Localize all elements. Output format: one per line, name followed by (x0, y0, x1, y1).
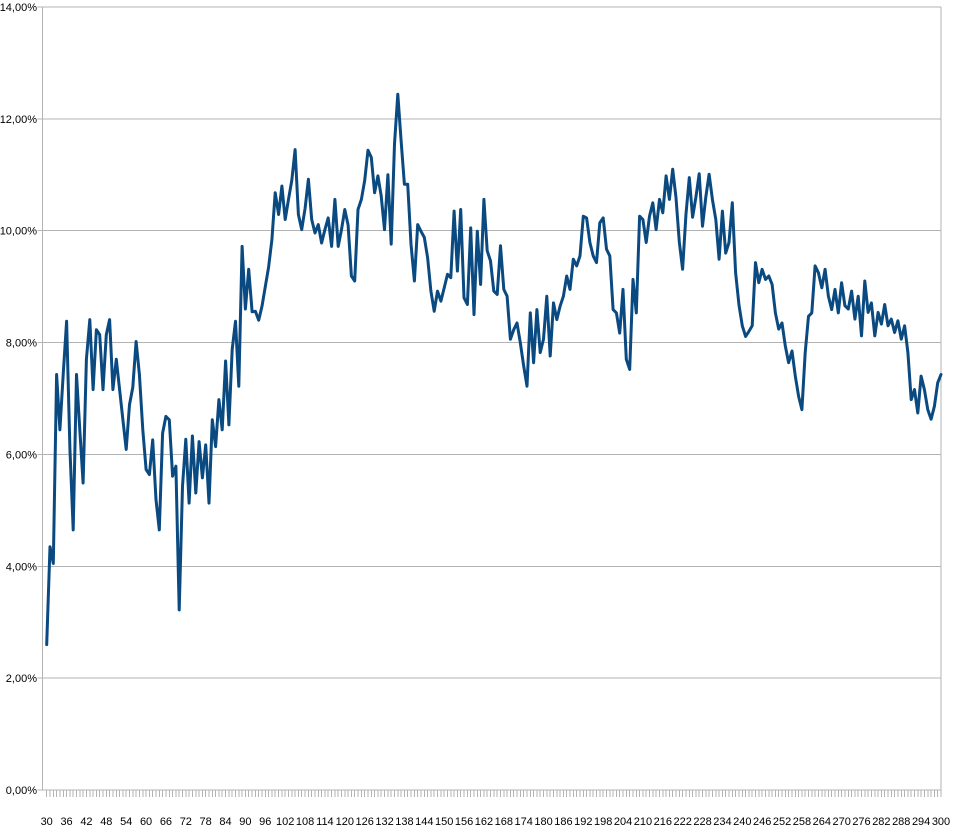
x-tick-label: 108 (296, 816, 314, 828)
y-tick-label: 0,00% (6, 785, 37, 797)
y-tick-label: 8,00% (6, 338, 37, 350)
x-tick-label: 36 (60, 816, 72, 828)
x-tick-label: 90 (239, 816, 251, 828)
x-tick-label: 72 (180, 816, 192, 828)
x-tick-label: 246 (753, 816, 771, 828)
x-tick-label: 132 (375, 816, 393, 828)
x-tick-label: 78 (200, 816, 212, 828)
y-tick-label: 12,00% (0, 114, 37, 126)
y-tick-label: 4,00% (6, 561, 37, 573)
x-tick-label: 156 (455, 816, 473, 828)
y-tick-label: 10,00% (0, 226, 37, 238)
x-tick-label: 30 (41, 816, 53, 828)
x-tick-label: 210 (634, 816, 652, 828)
x-tick-label: 288 (892, 816, 910, 828)
x-tick-label: 276 (852, 816, 870, 828)
x-tick-label: 198 (594, 816, 612, 828)
x-tick-label: 114 (316, 816, 334, 828)
x-tick-label: 96 (259, 816, 271, 828)
x-tick-label: 174 (514, 816, 532, 828)
x-tick-label: 42 (80, 816, 92, 828)
x-tick-label: 66 (160, 816, 172, 828)
x-tick-label: 150 (435, 816, 453, 828)
x-tick-label: 144 (415, 816, 433, 828)
x-tick-label: 216 (654, 816, 672, 828)
x-tick-label: 240 (733, 816, 751, 828)
x-tick-label: 60 (140, 816, 152, 828)
x-tick-label: 282 (872, 816, 890, 828)
data-series-line[interactable] (45, 92, 943, 647)
x-tick-label: 192 (574, 816, 592, 828)
x-tick-label: 162 (475, 816, 493, 828)
x-tick-label: 102 (276, 816, 294, 828)
x-tick-label: 294 (912, 816, 930, 828)
x-tick-label: 168 (495, 816, 513, 828)
x-tick-label: 120 (336, 816, 354, 828)
x-tick-label: 228 (693, 816, 711, 828)
y-tick-label: 14,00% (0, 2, 37, 14)
y-tick-label: 2,00% (6, 673, 37, 685)
x-tick-label: 126 (355, 816, 373, 828)
x-tick-label: 300 (932, 816, 950, 828)
x-tick-label: 222 (673, 816, 691, 828)
x-tick-label: 186 (554, 816, 572, 828)
x-tick-label: 48 (100, 816, 112, 828)
x-tick-label: 234 (713, 816, 731, 828)
x-tick-label: 84 (219, 816, 231, 828)
x-tick-label: 258 (793, 816, 811, 828)
x-tick-label: 138 (395, 816, 413, 828)
x-tick-label: 204 (614, 816, 632, 828)
x-tick-label: 252 (773, 816, 791, 828)
x-tick-label: 180 (534, 816, 552, 828)
x-tick-label: 54 (120, 816, 132, 828)
x-tick-label: 270 (832, 816, 850, 828)
y-tick-label: 6,00% (6, 449, 37, 461)
x-tick-label: 264 (813, 816, 831, 828)
